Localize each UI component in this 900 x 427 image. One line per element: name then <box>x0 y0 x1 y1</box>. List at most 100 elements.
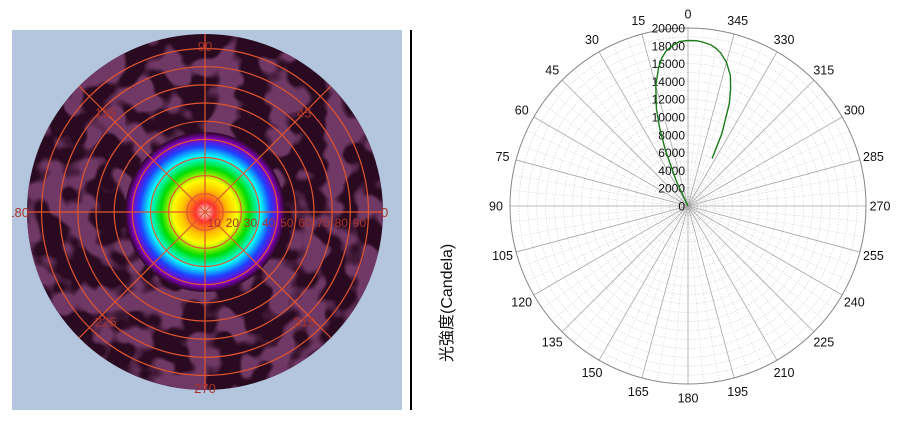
polar-minor-spoke <box>656 205 689 382</box>
polar-angle-label: 75 <box>496 150 510 164</box>
heatmap-spoke <box>204 85 332 213</box>
polar-major-spoke <box>687 205 861 253</box>
polar-angle-label: 135 <box>542 335 563 349</box>
polar-major-spoke <box>641 205 689 379</box>
polar-minor-spoke <box>687 205 850 282</box>
polar-minor-spoke <box>573 205 689 343</box>
polar-heatmap: 0 45 90 135 180 225 270 315 10 20 30 40 50 60 70 80 90 <box>12 34 388 396</box>
polar-minor-spoke <box>542 103 689 207</box>
polar-angle-label: 60 <box>515 104 529 118</box>
polar-major-spoke <box>687 51 778 207</box>
polar-minor-spoke <box>687 205 864 238</box>
polar-angle-label: 105 <box>492 249 513 263</box>
heatmap-angle-label: 45 <box>297 106 311 121</box>
polar-minor-spoke <box>687 60 791 207</box>
polar-series <box>655 39 732 207</box>
polar-radial-label: 14000 <box>652 75 686 89</box>
polar-major-spoke <box>641 33 689 207</box>
polar-minor-spoke <box>542 205 689 309</box>
polar-radial-label: 16000 <box>652 57 686 71</box>
colorbar-divider <box>410 30 412 410</box>
polar-minor-spoke <box>687 91 825 207</box>
polar-minor-spoke <box>687 69 803 207</box>
heatmap-spoke <box>78 211 206 339</box>
polar-angle-label: 240 <box>844 296 865 310</box>
polar-minor-spoke <box>687 174 864 207</box>
polar-minor-spoke <box>687 205 856 268</box>
heatmap-angle-label: 90 <box>198 39 212 54</box>
polar-angle-label: 300 <box>844 104 865 118</box>
heatmap-spoke <box>78 85 206 213</box>
polar-minor-spoke <box>551 91 689 207</box>
polar-radial-label: 0 <box>678 200 685 214</box>
polar-minor-spoke <box>687 205 704 384</box>
polar-minor-spoke <box>687 30 720 207</box>
polar-radial-label: 2000 <box>658 182 685 196</box>
polar-major-spoke <box>515 205 689 253</box>
polar-major-spoke <box>533 205 689 296</box>
heatmap-radial-label: 80 <box>335 216 349 230</box>
polar-minor-spoke <box>512 205 689 238</box>
heatmap-radial-label: 20 <box>226 216 240 230</box>
polar-angle-label: 315 <box>813 64 834 78</box>
polar-minor-spoke <box>672 205 689 384</box>
polar-line-chart: 0 15 30 45 60 75 90 105 120 135 150 165 180 195 210 225… <box>489 8 890 406</box>
heatmap-radial-label: 60 <box>298 216 312 230</box>
heatmap-spoke <box>204 211 332 339</box>
polar-radial-label: 20000 <box>652 22 686 36</box>
polar-angle-label: 210 <box>774 366 795 380</box>
heatmap-labels: 0 45 90 135 180 225 270 315 10 20 30 40 50 60 70 80 90 <box>12 39 388 396</box>
polar-minor-spoke <box>526 205 689 282</box>
polar-minor-spoke <box>687 103 834 207</box>
polar-angle-label: 180 <box>678 392 699 406</box>
heatmap-angle-label: 0 <box>381 205 388 220</box>
polar-minor-spoke <box>612 44 689 207</box>
polar-series-line <box>655 39 732 207</box>
polar-radial-label: 4000 <box>658 164 685 178</box>
heatmap-angle-label: 180 <box>12 205 29 220</box>
polar-minor-spoke <box>687 205 866 222</box>
polar-angle-label: 345 <box>727 14 748 28</box>
polar-minor-spoke <box>687 205 825 321</box>
polar-minor-spoke <box>687 144 856 207</box>
polar-major-spoke <box>687 116 843 207</box>
polar-minor-spoke <box>687 205 764 368</box>
polar-angle-label: 255 <box>863 249 884 263</box>
polar-major-spoke <box>687 79 815 207</box>
polar-angle-label: 15 <box>631 14 645 28</box>
polar-minor-spoke <box>520 205 689 268</box>
polar-angle-label: 0 <box>685 8 692 22</box>
polar-minor-spoke <box>510 205 689 222</box>
polar-minor-spoke <box>526 130 689 207</box>
polar-major-spoke <box>598 51 689 207</box>
polar-radial-label: 12000 <box>652 93 686 107</box>
polar-angle-label: 90 <box>489 200 503 214</box>
polar-radial-label: 8000 <box>658 128 685 142</box>
polar-minor-spoke <box>626 205 689 374</box>
polar-major-spoke <box>687 205 843 296</box>
polar-minor-spoke <box>512 174 689 207</box>
polar-minor-spoke <box>687 190 866 207</box>
polar-minor-spoke <box>612 205 689 368</box>
polar-major-spoke <box>687 205 778 361</box>
heatmap-angle-label: 225 <box>95 314 117 329</box>
polar-minor-spoke <box>687 205 834 309</box>
polar-major-spoke <box>561 79 689 207</box>
polar-minor-spoke <box>573 69 689 207</box>
polar-minor-spoke <box>672 28 689 207</box>
polar-angle-label: 330 <box>774 33 795 47</box>
polar-angle-label: 225 <box>813 335 834 349</box>
polar-angle-label: 165 <box>628 385 649 399</box>
polar-major-spoke <box>687 33 735 207</box>
polar-outer-ring <box>509 27 867 385</box>
heatmap-radial-label: 50 <box>280 216 294 230</box>
polar-labels: 0 15 30 45 60 75 90 105 120 135 150 165 180 195 210 225… <box>489 8 890 406</box>
polar-angle-label: 195 <box>727 385 748 399</box>
heatmap-angle-label: 135 <box>95 106 117 121</box>
polar-minor-spoke <box>585 205 689 352</box>
polar-minor-spoke <box>510 190 689 207</box>
polar-minor-spoke <box>687 130 850 207</box>
polar-minor-spoke <box>687 28 704 207</box>
heatmap-radial-label: 70 <box>316 216 330 230</box>
polar-minor-spoke <box>520 144 689 207</box>
